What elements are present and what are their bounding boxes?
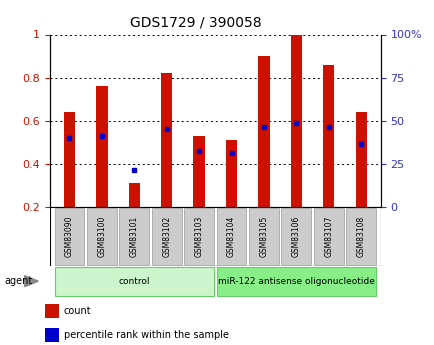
Text: GSM83104: GSM83104 — [227, 216, 236, 257]
Text: miR-122 antisense oligonucleotide: miR-122 antisense oligonucleotide — [217, 277, 374, 286]
Text: GSM83100: GSM83100 — [97, 216, 106, 257]
Text: GSM83105: GSM83105 — [259, 216, 268, 257]
Bar — [119, 208, 149, 265]
Text: GSM83103: GSM83103 — [194, 216, 203, 257]
Bar — [216, 267, 375, 296]
Text: GSM83107: GSM83107 — [323, 216, 332, 257]
Text: GSM83090: GSM83090 — [65, 216, 74, 257]
Text: GSM83101: GSM83101 — [129, 216, 138, 257]
Bar — [345, 208, 375, 265]
Bar — [216, 208, 246, 265]
Bar — [64, 112, 75, 207]
Bar — [45, 328, 59, 342]
Text: count: count — [64, 306, 92, 316]
Bar — [87, 208, 116, 265]
Bar — [161, 73, 172, 207]
Bar — [290, 34, 301, 207]
Bar — [151, 208, 181, 265]
Text: percentile rank within the sample: percentile rank within the sample — [64, 330, 228, 340]
Bar — [322, 65, 334, 207]
Text: control: control — [118, 277, 150, 286]
Bar — [96, 86, 107, 207]
Bar — [54, 208, 84, 265]
Bar — [313, 208, 343, 265]
Bar — [45, 304, 59, 318]
Bar — [248, 208, 278, 265]
Bar — [184, 208, 214, 265]
Bar — [128, 183, 140, 207]
Text: GSM83108: GSM83108 — [356, 216, 365, 257]
Bar — [225, 140, 237, 207]
Bar — [193, 136, 204, 207]
Text: GDS1729 / 390058: GDS1729 / 390058 — [130, 16, 261, 30]
Bar — [258, 56, 269, 207]
Bar — [54, 267, 214, 296]
Bar — [281, 208, 311, 265]
Polygon shape — [25, 276, 38, 287]
Bar — [355, 112, 366, 207]
Text: GSM83102: GSM83102 — [162, 216, 171, 257]
Text: agent: agent — [4, 276, 33, 286]
Text: GSM83106: GSM83106 — [291, 216, 300, 257]
